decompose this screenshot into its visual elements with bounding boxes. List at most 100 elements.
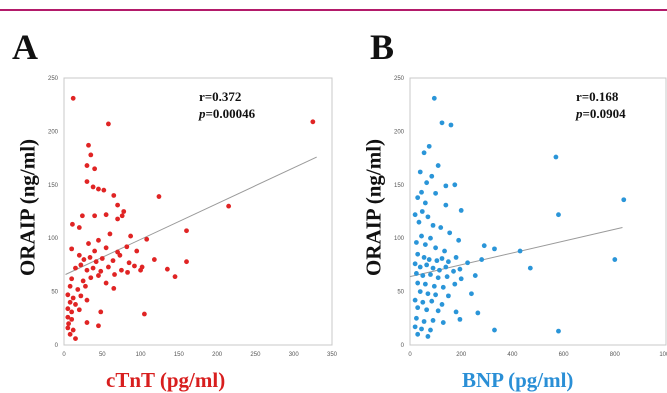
data-point-ctnt [96,323,101,329]
data-point-ctnt [88,152,94,158]
data-point-bnp [446,293,451,299]
data-point-bnp [458,276,464,282]
data-point-bnp [424,180,430,186]
data-point-bnp [422,281,428,287]
data-point-bnp [419,326,424,332]
y-tick-label-ctnt: 50 [51,290,58,296]
panel-letter-b: B [370,27,395,67]
data-point-ctnt [73,336,78,341]
data-point-ctnt [86,142,91,148]
x-tick-label-ctnt: 50 [99,352,106,358]
data-point-ctnt [112,272,117,277]
data-point-bnp [443,264,449,270]
data-point-bnp [422,200,428,206]
p-symbol-b: p [576,106,583,121]
data-point-ctnt [96,273,101,278]
data-point-bnp [415,195,421,201]
data-point-bnp [444,274,450,280]
data-point-ctnt [69,309,75,315]
data-point-bnp [434,258,440,264]
data-point-bnp [438,225,444,230]
data-point-ctnt [69,316,75,322]
correlation-annotation-a: r=0.372 p=0.00046 [199,88,255,122]
data-point-bnp [556,212,561,218]
data-point-bnp [430,265,436,271]
data-point-bnp [420,299,426,305]
x-tick-label-ctnt: 100 [136,352,147,358]
y-axis-label-a: ORAIP (ng/ml) [15,138,40,277]
data-point-ctnt [84,320,90,325]
data-point-bnp [452,182,458,188]
data-point-bnp [428,272,433,277]
y-tick-label-bnp: 0 [401,343,405,349]
data-point-bnp [443,183,449,189]
data-point-ctnt [67,299,73,305]
data-point-bnp [481,243,487,249]
data-point-ctnt [184,228,189,234]
data-point-ctnt [73,265,78,271]
data-point-bnp [433,245,438,251]
data-point-ctnt [92,248,98,254]
data-point-bnp [433,292,438,298]
data-point-ctnt [151,257,157,262]
data-point-ctnt [80,278,86,284]
data-point-ctnt [66,321,71,327]
data-point-bnp [479,257,485,262]
data-point-bnp [492,327,497,333]
data-point-ctnt [132,263,137,269]
scatter-plot-ctnt: 0 50 100 150 200 250 0 50 100 150 200 250 300 350 [48,76,338,358]
data-point-ctnt [134,248,140,254]
y-tick-label-bnp: 150 [394,183,405,189]
p-symbol-a: p [199,106,206,121]
y-tick-label-bnp: 250 [394,76,405,82]
data-point-bnp [439,256,445,261]
data-point-ctnt [84,179,90,184]
data-point-bnp [435,308,441,314]
data-point-ctnt [92,213,98,219]
data-point-bnp [425,334,431,339]
data-point-bnp [435,163,441,168]
x-tick-label-ctnt: 350 [327,352,338,358]
data-point-ctnt [96,186,101,192]
data-point-ctnt [81,257,87,262]
panel-a: A 0 50 100 150 200 250 0 50 100 150 200 250 300 350 O… [0,0,338,392]
data-point-ctnt [69,246,75,252]
data-point-ctnt [119,213,125,219]
data-point-bnp [612,257,618,262]
data-point-bnp [414,271,419,276]
x-tick-label-bnp: 1000 [659,352,667,358]
x-tick-label-ctnt: 150 [174,352,185,358]
data-point-bnp [451,268,456,274]
data-point-ctnt [99,256,105,261]
data-point-ctnt [106,121,111,127]
data-point-bnp [412,261,418,267]
data-point-ctnt [79,213,85,219]
x-tick-label-ctnt: 300 [289,352,300,358]
data-point-ctnt [86,241,91,246]
data-point-bnp [421,319,427,324]
trend-line-ctnt [65,156,317,275]
data-point-bnp [424,307,430,313]
scatter-plot-bnp: 0 50 100 150 200 250 0 200 400 600 800 1000 [394,76,667,358]
x-tick-label-bnp: 0 [408,352,412,358]
data-point-bnp [415,331,421,337]
data-point-ctnt [84,267,90,273]
data-point-bnp [416,219,422,225]
data-point-ctnt [70,295,76,301]
data-point-bnp [424,262,430,268]
data-point-ctnt [115,216,120,222]
data-point-ctnt [124,244,130,250]
r-value-b: r=0.168 [576,89,619,104]
data-point-ctnt [69,276,75,282]
data-point-ctnt [138,267,143,273]
data-point-ctnt [103,245,109,251]
data-point-bnp [426,143,432,149]
data-point-bnp [447,230,453,236]
data-point-bnp [415,305,421,311]
data-point-ctnt [88,275,94,281]
data-point-bnp [453,309,459,315]
data-point-bnp [433,190,438,196]
y-tick-label-ctnt: 100 [48,236,59,242]
plot-frame-bnp [409,77,667,346]
data-point-ctnt [121,209,127,214]
